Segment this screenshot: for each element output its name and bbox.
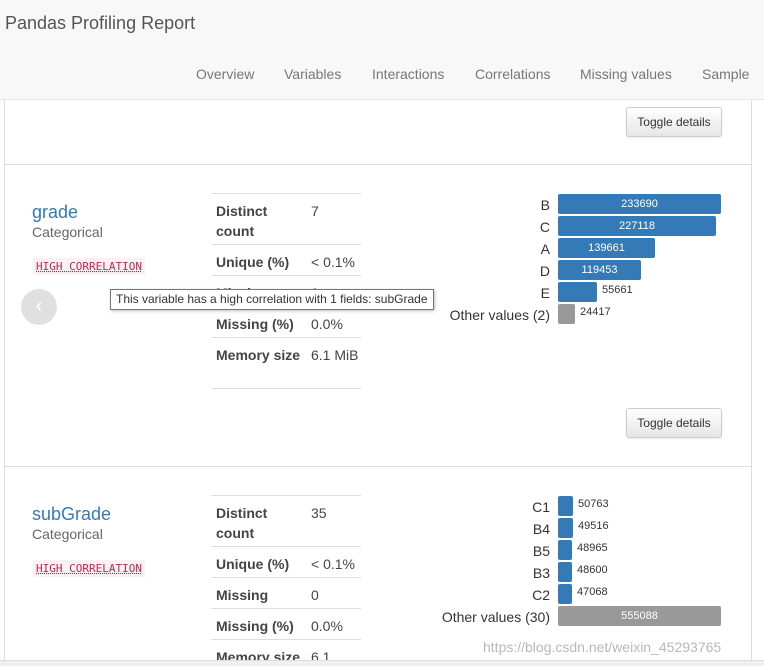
stat-value: 7 [311,203,319,219]
nav-correlations[interactable]: Correlations [475,66,551,82]
stat-row: Missing 0 [211,577,361,608]
frequency-value: 555088 [621,610,658,622]
frequency-label: Other values (2) [449,307,550,323]
stat-row: Distinct count 35 [211,495,361,546]
stat-row: Memory size 6.1 MiB [211,337,361,389]
variable-type: Categorical [32,224,103,240]
frequency-value: 227118 [619,220,655,232]
stat-row: Unique (%) < 0.1% [211,244,361,275]
chevron-left-icon: ‹ [35,295,43,317]
variable-type: Categorical [32,526,103,542]
frequency-value: 24417 [580,306,611,318]
frequency-value: 48965 [577,542,608,554]
frequency-label: B5 [532,543,550,559]
stat-value: 0.0% [311,316,343,332]
frequency-bar [558,194,721,214]
divider [5,164,751,165]
frequency-bar [558,216,716,236]
high-correlation-badge[interactable]: HIGH CORRELATION [33,258,145,275]
stat-row: Distinct count 7 [211,193,361,244]
nav-variables[interactable]: Variables [284,66,342,82]
stat-value: 35 [311,505,327,521]
stat-value: < 0.1% [311,254,355,270]
frequency-label: Other values (30) [441,609,550,625]
nav-sample[interactable]: Sample [702,66,750,82]
frequency-bar [558,496,573,516]
frequency-label: B4 [532,521,550,537]
nav-overview[interactable]: Overview [196,66,255,82]
variable-name-subgrade[interactable]: subGrade [32,504,112,524]
stat-value: 0 [311,587,319,603]
toggle-details-button[interactable]: Toggle details [626,408,722,438]
frequency-bar [558,584,572,604]
frequency-bar [558,282,597,302]
frequency-value: 139661 [588,242,625,254]
stat-label: Missing (%) [216,316,294,332]
carousel-prev-button[interactable]: ‹ [21,289,57,325]
frequency-bar [558,238,655,258]
frequency-label: A [540,241,550,257]
navbar: Pandas Profiling Report Overview Variabl… [0,0,764,100]
frequency-label: B3 [532,565,550,581]
stat-label: Distinct count [216,203,268,239]
report-title[interactable]: Pandas Profiling Report [5,13,196,33]
stat-value: 0.0% [311,618,343,634]
watermark: https://blog.csdn.net/weixin_45293765 [483,639,722,655]
stat-label: Unique (%) [216,254,290,270]
frequency-value: 50763 [578,498,609,510]
stat-label: Missing (%) [216,618,294,634]
variable-name-grade[interactable]: grade [32,202,79,222]
frequency-label: C [539,219,550,235]
frequency-value: 48600 [577,564,608,576]
variables-panel: Toggle details grade Categorical HIGH CO… [4,100,752,666]
frequency-bar [558,518,573,538]
frequency-bar [558,304,575,324]
divider [5,466,751,467]
stat-label: Memory size [216,347,301,363]
correlation-tooltip: This variable has a high correlation wit… [110,289,434,310]
frequency-label: D [539,263,550,279]
frequency-value: 233690 [621,198,658,210]
frequency-label: E [540,285,550,301]
toggle-details-button[interactable]: Toggle details [626,107,722,137]
frequency-value: 55661 [602,284,633,296]
frequency-value: 49516 [578,520,609,532]
stat-label: Missing [216,587,269,603]
high-correlation-badge[interactable]: HIGH CORRELATION [33,560,145,577]
horizontal-scrollbar[interactable] [0,660,764,666]
frequency-label: C2 [532,587,550,603]
frequency-bar [558,606,721,626]
frequency-bar [558,540,572,560]
nav-missing-values[interactable]: Missing values [580,66,672,82]
frequency-bar [558,260,641,280]
stat-row: Missing (%) 0.0% [211,608,361,639]
frequency-label: B [540,197,550,213]
frequency-value: 119453 [581,264,618,276]
stat-label: Unique (%) [216,556,290,572]
frequency-label: C1 [532,499,550,515]
stat-row: Unique (%) < 0.1% [211,546,361,577]
frequency-value: 47068 [577,586,608,598]
stat-label: Distinct count [216,505,268,541]
stat-value: < 0.1% [311,556,355,572]
frequency-bar [558,562,572,582]
stat-value: 6.1 MiB [311,347,359,363]
stat-row: Missing (%) 0.0% [211,306,361,337]
nav-interactions[interactable]: Interactions [372,66,445,82]
